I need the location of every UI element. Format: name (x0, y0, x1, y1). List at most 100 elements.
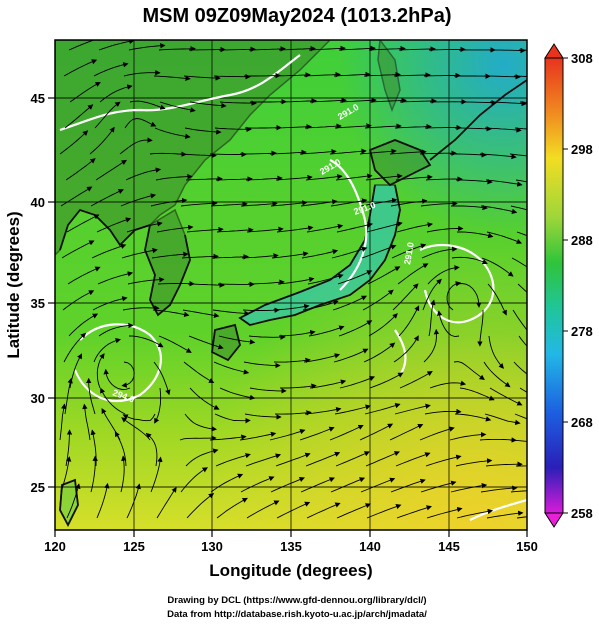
streamline (420, 480, 457, 493)
streamline (210, 201, 248, 207)
streamline (120, 193, 157, 207)
streamline (516, 465, 527, 467)
streamline (274, 410, 312, 416)
streamline (489, 100, 527, 107)
streamline (479, 437, 517, 443)
streamline (98, 322, 134, 337)
streamline (489, 387, 523, 406)
streamline (485, 179, 523, 187)
streamline (424, 408, 462, 415)
streamline (329, 424, 364, 441)
streamline (145, 432, 158, 467)
streamline (480, 205, 518, 215)
streamline (149, 151, 187, 157)
streamline (419, 150, 457, 156)
streamline (449, 431, 487, 441)
streamline (364, 403, 401, 415)
streamline (91, 243, 127, 259)
streamline (157, 280, 195, 287)
streamline (59, 130, 89, 155)
streamline (486, 231, 523, 244)
streamline (334, 404, 371, 415)
streamline (214, 413, 251, 424)
colorbar-tick-label: 268 (571, 415, 593, 430)
streamline (397, 263, 429, 285)
streamline (155, 173, 193, 181)
streamline (509, 439, 527, 442)
streamline (241, 253, 279, 259)
streamline (513, 75, 527, 77)
y-tick-label: 25 (31, 480, 45, 495)
streamline (360, 197, 398, 207)
streamline (450, 204, 488, 211)
x-tick-label: 125 (123, 539, 145, 554)
streamline (307, 273, 344, 285)
streamline (391, 243, 427, 259)
streamline (460, 99, 497, 106)
streamline (181, 253, 219, 260)
streamline (333, 71, 371, 78)
streamline (214, 126, 252, 132)
streamline (186, 226, 224, 233)
x-tick-label: 120 (44, 539, 66, 554)
streamline (158, 46, 196, 52)
streamline (450, 152, 487, 158)
streamline (419, 426, 455, 441)
streamline (125, 167, 162, 181)
streamline (484, 413, 521, 426)
streamline (423, 328, 440, 363)
streamline (368, 45, 406, 52)
streamline (436, 310, 460, 338)
colorbar-tick-label: 278 (571, 324, 593, 339)
streamline (329, 148, 367, 155)
streamline (129, 100, 166, 110)
streamline (61, 240, 95, 259)
streamline (459, 387, 495, 401)
streamline (426, 506, 463, 519)
streamline (90, 455, 98, 493)
streamline (279, 98, 317, 104)
streamline (487, 283, 507, 316)
streamline (395, 452, 431, 467)
streamline (99, 84, 133, 103)
streamline (457, 231, 494, 239)
streamline (339, 375, 376, 389)
streamline (69, 81, 101, 103)
streamline (93, 62, 129, 77)
streamline (272, 303, 310, 311)
streamline (335, 173, 373, 181)
streamline (486, 510, 524, 519)
streamline (271, 251, 309, 259)
streamline (60, 456, 72, 493)
streamline (426, 225, 464, 233)
streamline (519, 101, 527, 103)
streamline (249, 387, 287, 394)
streamline (123, 69, 161, 77)
isotherm-contours (59, 54, 527, 521)
streamline (97, 271, 134, 285)
streamline (276, 225, 314, 233)
streamline (302, 300, 339, 311)
streamline (420, 200, 458, 207)
streamline (244, 413, 282, 420)
streamline (423, 72, 461, 79)
streamline (299, 148, 337, 155)
streamline (189, 101, 227, 109)
streamline (368, 313, 398, 337)
streamline (394, 123, 432, 130)
y-tick-label: 35 (31, 296, 45, 311)
streamline (398, 46, 436, 52)
streamline (477, 310, 484, 347)
x-tick-label: 150 (516, 539, 538, 554)
streamline (156, 486, 177, 519)
streamline (150, 456, 163, 493)
streamline (60, 186, 93, 207)
streamline (360, 477, 396, 493)
streamline (485, 461, 523, 467)
x-tick-labels: 120 125 130 135 140 145 150 (44, 539, 538, 554)
streamline (82, 403, 91, 441)
streamline (389, 149, 427, 155)
streamline (479, 153, 517, 160)
streamline (390, 198, 428, 207)
